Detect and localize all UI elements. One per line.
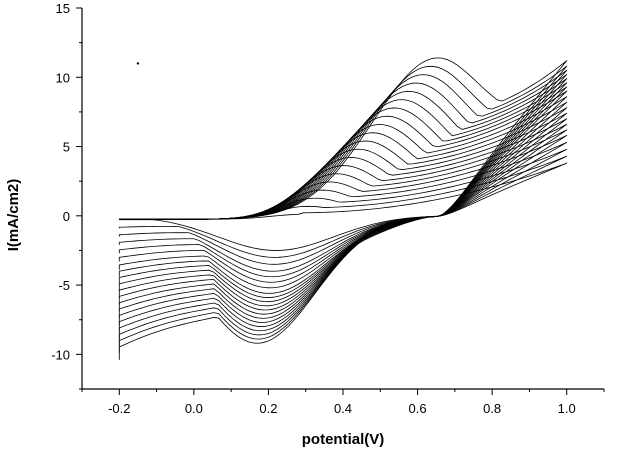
cv-scan-line bbox=[118, 95, 568, 311]
y-tick-label: 15 bbox=[56, 1, 70, 16]
cv-scan-line bbox=[118, 82, 568, 326]
cv-scan-line bbox=[118, 107, 568, 303]
ticks-layer: -0.2 0.0 0.2 0.4 0.6 0.8 1.0 -10 -5 0 5 10 15 bbox=[51, 1, 605, 416]
cv-scan-line bbox=[118, 101, 568, 307]
cv-scan-line bbox=[118, 112, 568, 298]
x-tick-label: 0.0 bbox=[185, 401, 203, 416]
curves-layer bbox=[118, 57, 568, 360]
y-tick-label: -5 bbox=[58, 278, 70, 293]
y-tick-label: 5 bbox=[63, 140, 70, 155]
x-tick-label: -0.2 bbox=[108, 401, 130, 416]
y-tick-label: 10 bbox=[56, 70, 70, 85]
y-tick-label: -10 bbox=[51, 347, 70, 362]
cv-scan-line bbox=[118, 57, 568, 360]
x-tick-label: 0.4 bbox=[334, 401, 352, 416]
x-axis-title: potential(V) bbox=[302, 431, 385, 448]
x-tick-label: 0.8 bbox=[483, 401, 501, 416]
y-axis-title: I(mA/cm2) bbox=[5, 179, 22, 252]
x-tick-label: 1.0 bbox=[558, 401, 576, 416]
cv-scan-line bbox=[118, 77, 568, 333]
cv-scan-line bbox=[118, 69, 568, 347]
cv-scan-line bbox=[118, 162, 568, 251]
y-tick-label: 0 bbox=[63, 209, 70, 224]
x-tick-label: 0.6 bbox=[409, 401, 427, 416]
cv-scan-line bbox=[118, 86, 568, 319]
stray-point-marker bbox=[136, 62, 140, 65]
cv-scan-line bbox=[118, 90, 568, 315]
x-tick-label: 0.2 bbox=[259, 401, 277, 416]
axes-layer bbox=[81, 8, 604, 390]
